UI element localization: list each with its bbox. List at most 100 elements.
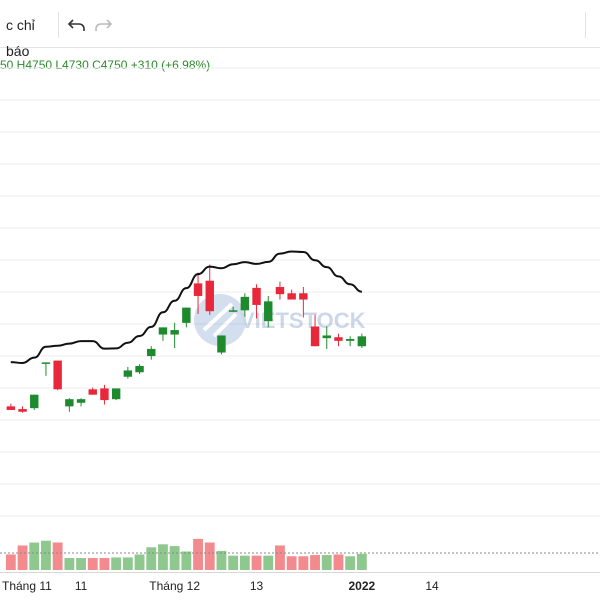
volume-bar [111,557,122,570]
candle-body [76,399,86,403]
candle-body [193,283,203,296]
volume-bar [216,550,227,570]
candle [30,394,39,410]
volume-bar [122,557,133,570]
x-tick-label: Tháng 11 [2,579,52,593]
volume-bar [321,555,332,570]
candle-body [334,337,343,341]
candle [287,289,296,300]
candle-body [100,388,109,401]
candle-body [158,327,168,335]
volume-bar [64,558,75,570]
volume-bar [193,538,203,570]
candle-body [147,348,156,357]
x-axis: Tháng 11 11 Tháng 12 13 2022 14 [0,572,600,601]
watermark-logo-mark [202,302,238,338]
chart-area[interactable]: VIETSTOCK [0,48,600,572]
candle [345,336,355,347]
candle [322,326,331,349]
volume-bar [99,558,110,570]
candle [193,272,203,314]
candle-body [240,296,250,311]
candle-body [310,326,320,347]
volume-bar [263,555,274,570]
candle-body [30,394,39,409]
x-tick-label: Tháng 12 [149,579,200,593]
candle [170,322,179,349]
candle-body [111,388,121,400]
candle [158,327,168,341]
volume-bar [169,546,180,570]
candlesticks [6,264,367,413]
volume-bar [17,545,28,570]
candle [135,364,144,375]
volume-bars [5,538,367,570]
candle-body [41,362,51,364]
candle [310,314,320,347]
volume-bar [286,556,297,570]
volume-bar [181,551,192,570]
candle [205,264,214,315]
candle-body [18,409,27,412]
candle-body [135,365,144,373]
candle-body [252,287,261,305]
candle [240,293,250,317]
candle [228,306,238,313]
volume-bar [5,554,16,570]
indicators-button[interactable]: c chỉ báo [6,17,35,59]
candle-body [345,339,355,341]
volume-bar [158,544,168,570]
candle-body [88,389,97,395]
volume-bar [251,555,262,570]
candle [65,398,74,412]
candle [53,360,62,391]
volume-bar [134,554,145,570]
candle-body [65,399,74,407]
moving-average-line [10,250,363,365]
volume-bar [87,558,98,570]
candle [6,403,16,410]
chart-toolbar: c chỉ báo [0,0,600,59]
volume-bar [29,542,40,570]
candle [357,333,367,349]
candle-body [217,335,226,353]
candle-body [182,307,191,323]
candle [217,335,226,355]
toolbar-right-edge [585,12,600,38]
volume-bar [310,555,320,570]
candle [182,307,191,328]
candle-body [170,330,179,335]
candle [147,346,156,360]
toolbar-separator [58,12,59,38]
candle-body [264,301,273,322]
candle [111,388,121,401]
candle [275,281,285,300]
candle-body [275,286,285,295]
volume-bar [204,542,215,570]
volume-bar [356,553,367,570]
volume-bar [333,554,344,570]
candle [252,284,261,319]
volume-bar [228,555,239,570]
price-chart[interactable]: VIETSTOCK [0,48,600,572]
candle [41,362,51,376]
x-tick-label: 13 [249,579,264,593]
undo-icon[interactable] [66,14,88,36]
candle [334,333,343,347]
volume-bar [298,556,309,570]
candle [18,406,27,413]
candle [76,398,86,407]
volume-bar [76,558,86,570]
candle-body [6,406,16,410]
volume-bar [52,542,63,570]
candle-body [357,336,367,347]
redo-icon[interactable] [92,14,114,36]
volume-bar [239,555,250,570]
x-tick-label: 14 [425,579,439,593]
candle [123,366,133,379]
volume-bar [41,540,51,570]
candle-body [123,370,133,377]
volume-bar [275,545,285,570]
candle-body [322,335,331,339]
candle-body [53,360,62,390]
